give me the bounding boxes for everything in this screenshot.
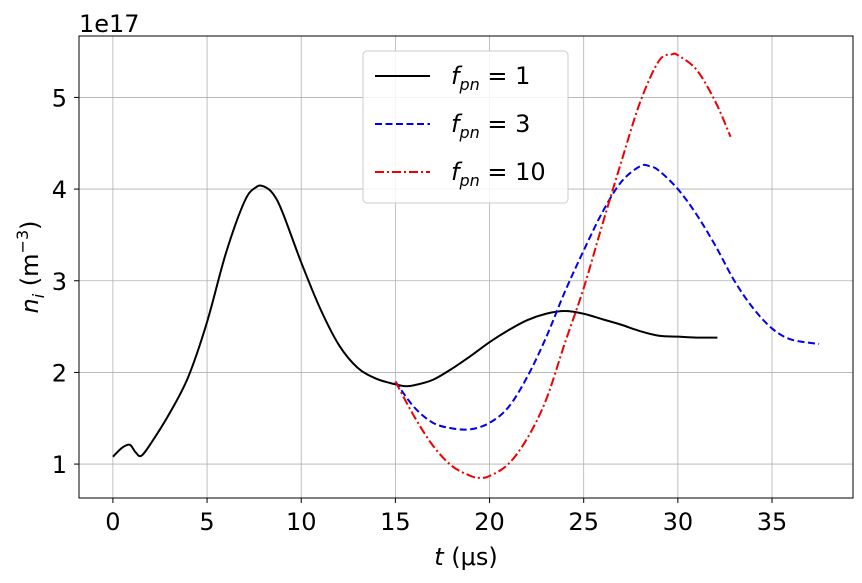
legend-box <box>362 50 569 204</box>
x-tick-label: 0 <box>105 508 120 536</box>
x-tick-label: 30 <box>663 508 694 536</box>
grid-lines <box>79 36 853 498</box>
y-tick-label: 1 <box>52 451 67 479</box>
x-tick-label: 5 <box>199 508 214 536</box>
series-layer <box>112 52 820 479</box>
series-line-0 <box>112 184 718 458</box>
series-line-2 <box>394 52 732 479</box>
legend-label-fpn10: fpn = 10 <box>451 158 546 190</box>
x-tick-label: 20 <box>474 508 505 536</box>
legend-label-fpn1: fpn = 1 <box>451 62 530 94</box>
x-axis: 0 5 10 15 20 25 30 35 <box>105 498 787 536</box>
legend: fpn = 1 fpn = 3 fpn = 10 <box>362 50 569 204</box>
y-axis: 1 2 3 4 5 <box>52 84 79 479</box>
legend-label-fpn3: fpn = 3 <box>451 110 530 142</box>
y-axis-label: ni (m−3) <box>13 220 48 313</box>
y-tick-label: 2 <box>52 359 67 387</box>
x-tick-label: 10 <box>286 508 317 536</box>
x-axis-label: t (μs) <box>434 543 498 571</box>
y-tick-label: 3 <box>52 268 67 296</box>
x-tick-label: 15 <box>380 508 411 536</box>
y-multiplier-label: 1e17 <box>79 10 140 38</box>
y-tick-label: 5 <box>52 84 67 112</box>
plot-frame <box>78 35 854 499</box>
x-tick-label: 35 <box>757 508 788 536</box>
y-tick-label: 4 <box>52 176 67 204</box>
x-tick-label: 25 <box>568 508 599 536</box>
